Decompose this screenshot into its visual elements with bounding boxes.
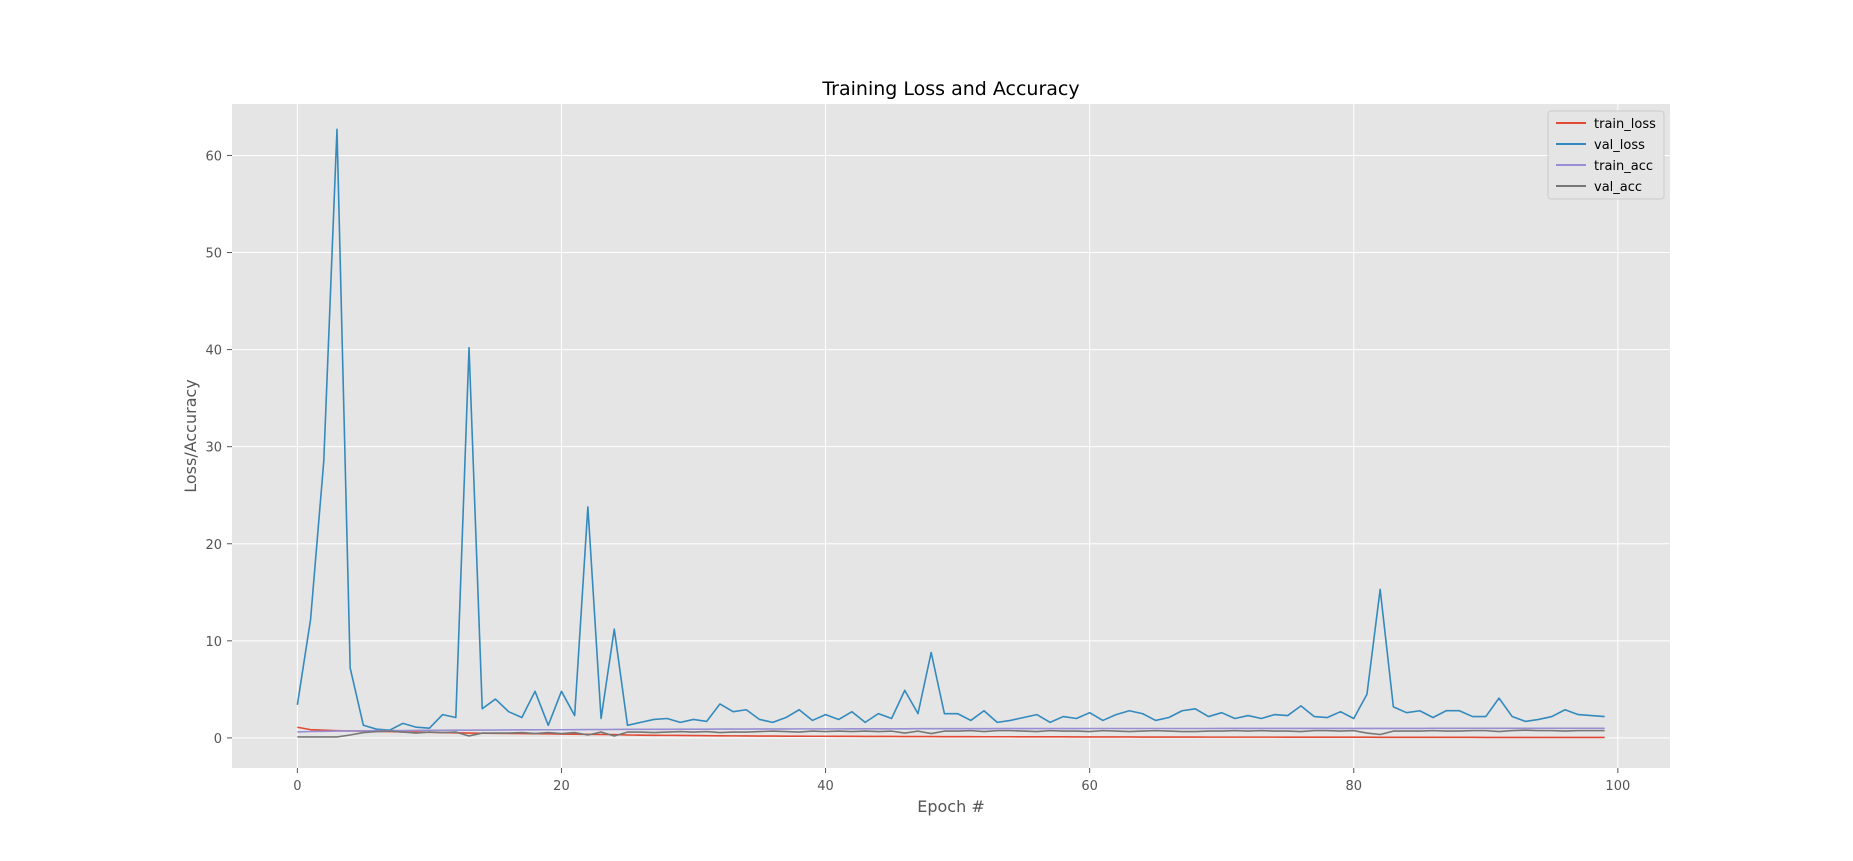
legend-box bbox=[1547, 110, 1665, 200]
legend-label-val-acc: val_acc bbox=[1594, 180, 1642, 195]
x-tick-label: 0 bbox=[293, 779, 301, 794]
series-layer bbox=[296, 128, 1605, 739]
x-tick-label: 80 bbox=[1345, 779, 1362, 794]
x-tick-label: 60 bbox=[1081, 779, 1098, 794]
x-tick-label: 100 bbox=[1605, 779, 1630, 794]
y-axis-label: Loss/Accuracy bbox=[181, 379, 200, 493]
grid bbox=[232, 104, 1670, 768]
x-axis-label: Epoch # bbox=[917, 797, 984, 816]
legend-label-train-acc: train_acc bbox=[1594, 159, 1653, 174]
legend-label-train-loss: train_loss bbox=[1594, 117, 1656, 132]
y-tick-label: 40 bbox=[205, 344, 222, 359]
y-tick-label: 50 bbox=[205, 247, 222, 262]
y-tick-label: 10 bbox=[205, 635, 222, 650]
legend: train_loss val_loss train_acc val_acc bbox=[1547, 110, 1665, 200]
y-tick-label: 0 bbox=[214, 732, 222, 747]
y-tick-label: 60 bbox=[205, 149, 222, 164]
series-line-val-acc bbox=[297, 729, 1605, 738]
chart-title: Training Loss and Accuracy bbox=[821, 78, 1079, 100]
series-line-train-acc bbox=[297, 727, 1605, 733]
series-line-val-loss bbox=[296, 128, 1605, 731]
x-tick-label: 20 bbox=[553, 779, 570, 794]
y-tick-label: 30 bbox=[205, 441, 222, 456]
axis-ticks: 0 20 40 60 80 100 0 10 20 30 40 50 60 bbox=[205, 149, 1630, 794]
legend-label-val-loss: val_loss bbox=[1594, 138, 1645, 153]
x-tick-label: 40 bbox=[817, 779, 834, 794]
y-tick-label: 20 bbox=[205, 538, 222, 553]
plot-background bbox=[232, 104, 1670, 768]
